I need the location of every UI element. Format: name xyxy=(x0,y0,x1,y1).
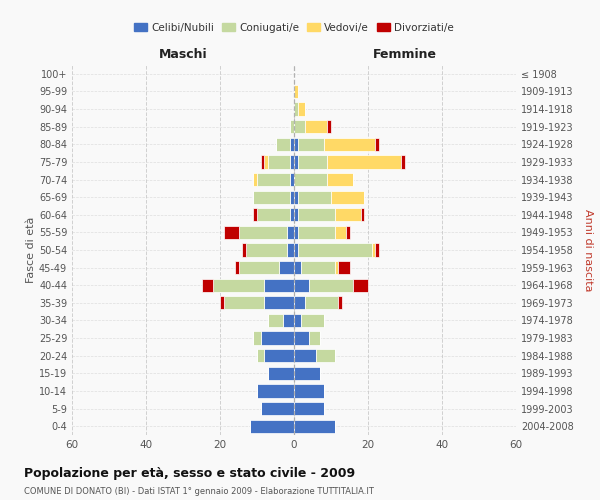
Bar xyxy=(287,226,294,239)
Bar xyxy=(309,278,353,292)
Bar xyxy=(239,261,279,274)
Bar xyxy=(253,190,290,204)
Bar xyxy=(279,261,294,274)
Bar xyxy=(260,332,294,344)
Bar xyxy=(260,156,265,168)
Bar xyxy=(294,296,305,310)
Bar xyxy=(224,226,239,239)
Bar xyxy=(239,226,287,239)
Bar xyxy=(305,296,338,310)
Bar xyxy=(268,314,283,327)
Legend: Celibi/Nubili, Coniugati/e, Vedovi/e, Divorziati/e: Celibi/Nubili, Coniugati/e, Vedovi/e, Di… xyxy=(130,18,458,36)
Bar xyxy=(294,261,301,274)
Y-axis label: Anni di nascita: Anni di nascita xyxy=(583,209,593,291)
Bar xyxy=(257,208,290,222)
Bar xyxy=(265,296,294,310)
Bar xyxy=(298,138,323,151)
Bar xyxy=(323,138,376,151)
Bar xyxy=(290,156,294,168)
Bar xyxy=(298,102,305,116)
Bar xyxy=(268,366,294,380)
Bar xyxy=(294,156,298,168)
Bar xyxy=(328,156,401,168)
Bar xyxy=(294,349,316,362)
Bar xyxy=(328,120,331,134)
Bar xyxy=(294,138,298,151)
Bar xyxy=(290,138,294,151)
Bar xyxy=(294,384,323,398)
Bar xyxy=(253,332,260,344)
Bar xyxy=(283,314,294,327)
Bar xyxy=(224,296,265,310)
Bar xyxy=(253,208,257,222)
Bar xyxy=(212,278,265,292)
Bar xyxy=(294,366,320,380)
Bar xyxy=(235,261,239,274)
Bar xyxy=(265,156,268,168)
Bar xyxy=(242,244,246,256)
Bar xyxy=(260,402,294,415)
Bar xyxy=(338,296,342,310)
Bar xyxy=(294,244,298,256)
Text: Popolazione per età, sesso e stato civile - 2009: Popolazione per età, sesso e stato civil… xyxy=(24,468,355,480)
Bar xyxy=(294,226,298,239)
Bar xyxy=(294,102,298,116)
Bar xyxy=(298,226,335,239)
Bar xyxy=(287,244,294,256)
Text: Femmine: Femmine xyxy=(373,48,437,62)
Y-axis label: Fasce di età: Fasce di età xyxy=(26,217,36,283)
Bar xyxy=(294,420,335,433)
Bar xyxy=(202,278,212,292)
Bar xyxy=(294,120,305,134)
Bar xyxy=(294,402,323,415)
Bar xyxy=(294,173,328,186)
Bar xyxy=(301,314,323,327)
Bar xyxy=(309,332,320,344)
Bar xyxy=(361,208,364,222)
Bar xyxy=(257,349,265,362)
Bar xyxy=(268,156,290,168)
Bar xyxy=(294,314,301,327)
Bar xyxy=(257,173,290,186)
Bar xyxy=(275,138,290,151)
Bar xyxy=(290,173,294,186)
Bar xyxy=(253,173,257,186)
Bar xyxy=(335,208,361,222)
Bar xyxy=(290,190,294,204)
Bar xyxy=(290,208,294,222)
Bar xyxy=(294,85,298,98)
Bar xyxy=(298,190,331,204)
Bar xyxy=(335,226,346,239)
Bar xyxy=(298,244,372,256)
Bar xyxy=(372,244,376,256)
Bar xyxy=(316,349,335,362)
Bar xyxy=(298,208,335,222)
Bar xyxy=(353,278,368,292)
Bar xyxy=(294,190,298,204)
Bar xyxy=(265,278,294,292)
Bar xyxy=(328,173,353,186)
Bar xyxy=(265,349,294,362)
Bar xyxy=(290,120,294,134)
Bar xyxy=(335,261,338,274)
Bar xyxy=(331,190,364,204)
Bar xyxy=(294,208,298,222)
Bar xyxy=(401,156,405,168)
Text: COMUNE DI DONATO (BI) - Dati ISTAT 1° gennaio 2009 - Elaborazione TUTTITALIA.IT: COMUNE DI DONATO (BI) - Dati ISTAT 1° ge… xyxy=(24,488,374,496)
Bar xyxy=(376,138,379,151)
Text: Maschi: Maschi xyxy=(158,48,208,62)
Bar xyxy=(220,296,224,310)
Bar xyxy=(246,244,287,256)
Bar xyxy=(338,261,349,274)
Bar xyxy=(301,261,335,274)
Bar xyxy=(346,226,349,239)
Bar xyxy=(376,244,379,256)
Bar xyxy=(294,332,309,344)
Bar xyxy=(250,420,294,433)
Bar xyxy=(294,278,309,292)
Bar xyxy=(257,384,294,398)
Bar xyxy=(305,120,328,134)
Bar xyxy=(298,156,328,168)
